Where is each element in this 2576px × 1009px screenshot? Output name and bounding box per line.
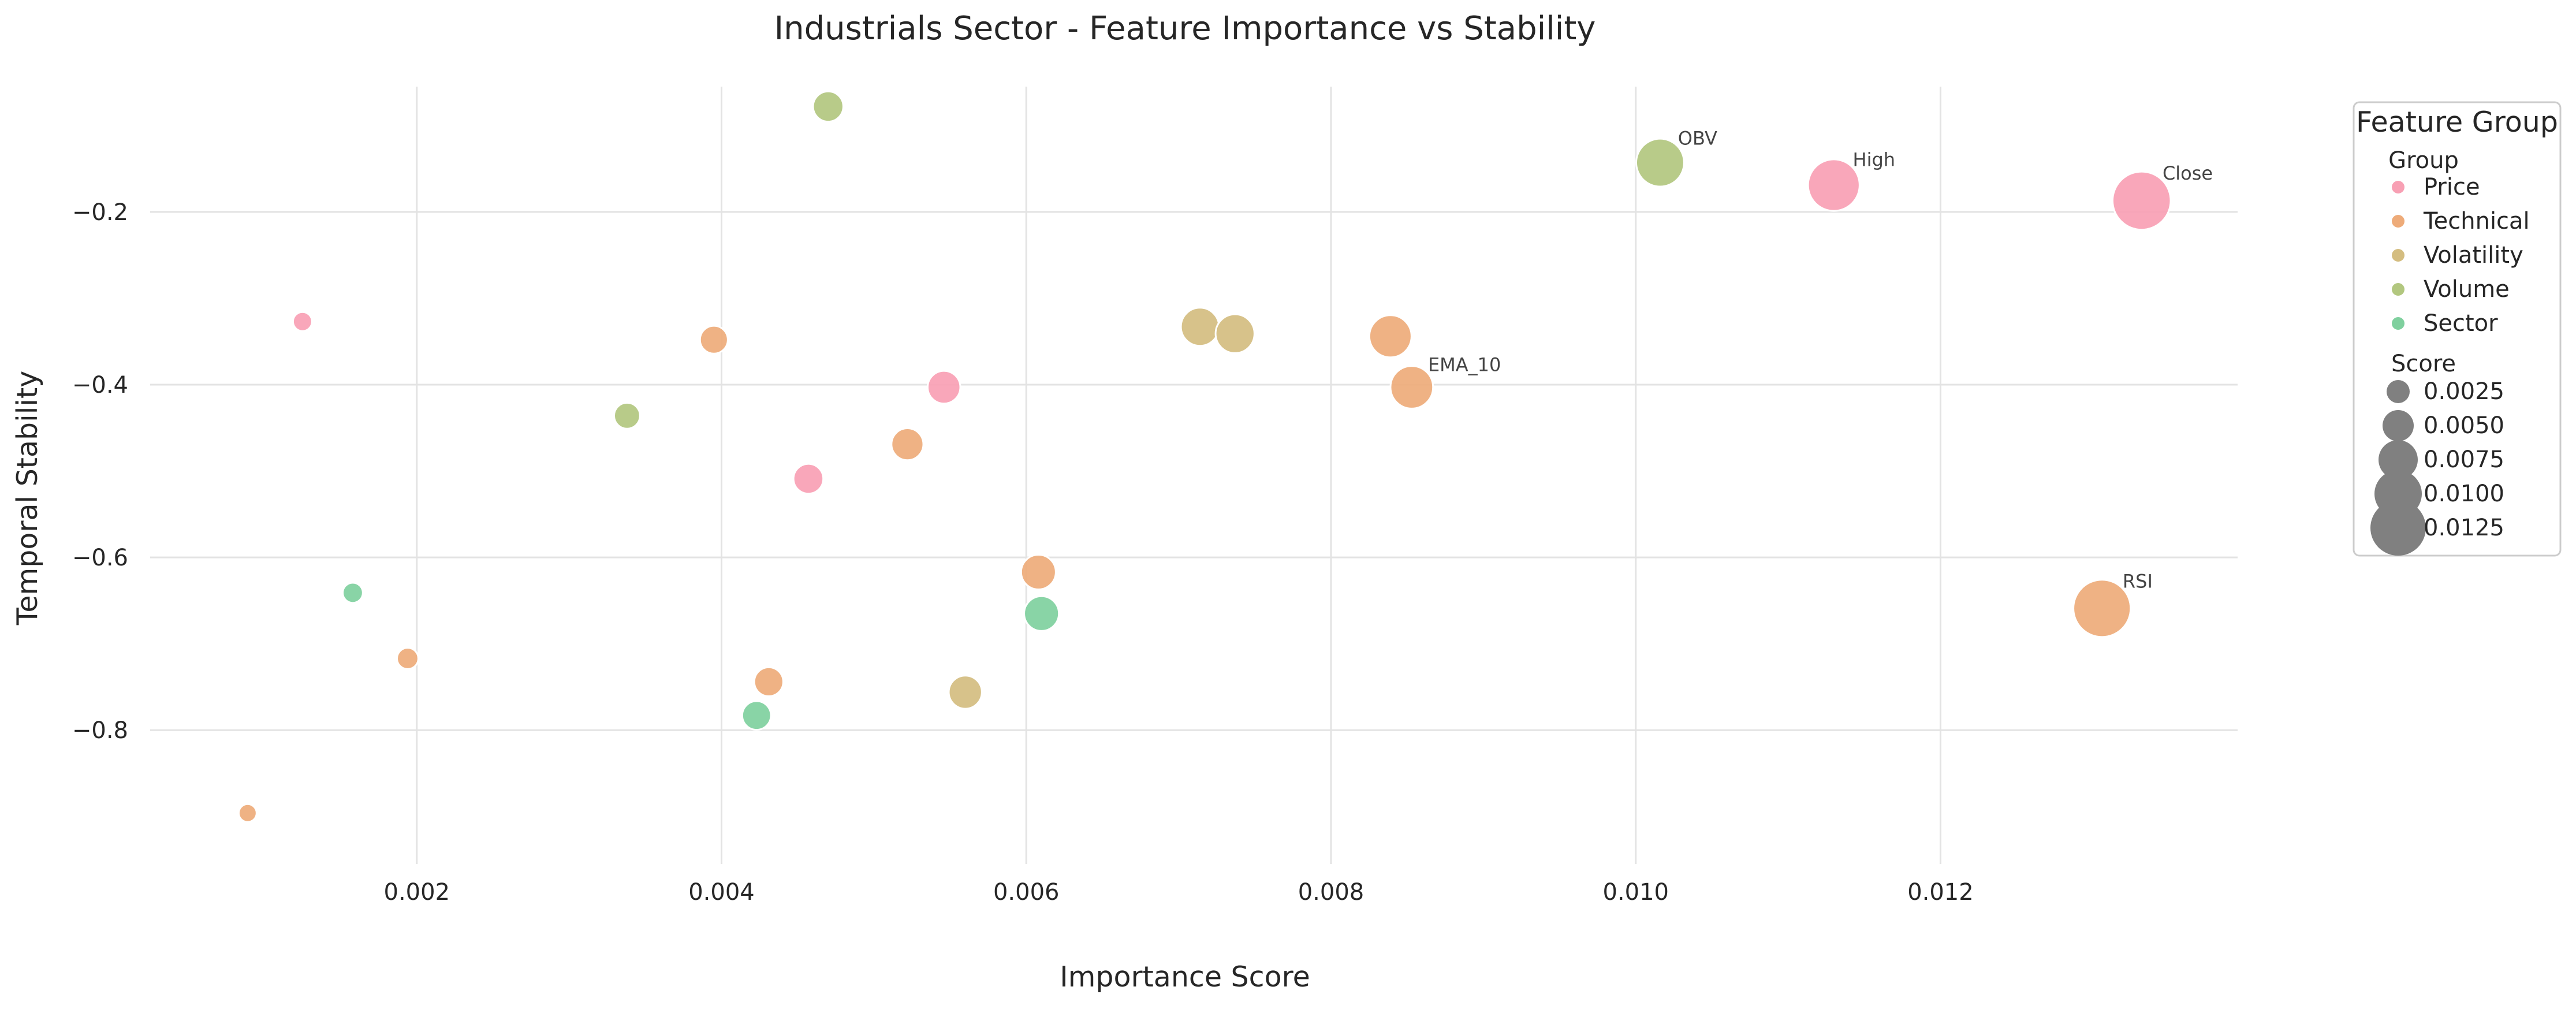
data-point-volatility — [948, 675, 983, 710]
legend-marker-volume — [2392, 283, 2404, 296]
data-point-volume — [812, 90, 844, 123]
data-point-volatility — [1180, 307, 1220, 347]
data-point-technical — [753, 666, 784, 698]
legend-label-volume: Volume — [2424, 276, 2510, 303]
legend-marker-volatility — [2392, 249, 2404, 262]
data-point-technical — [890, 427, 924, 461]
data-point-price — [792, 463, 825, 495]
annotation-ema-10: EMA_10 — [1428, 353, 1501, 375]
legend-size-label: 0.0075 — [2424, 446, 2504, 473]
data-point-technical — [1389, 365, 1434, 409]
data-point-volume — [1635, 137, 1685, 188]
x-tick-label: 0.008 — [1298, 879, 1365, 906]
annotation-rsi: RSI — [2123, 571, 2153, 593]
data-point-price — [1807, 158, 1861, 212]
data-point-technical — [396, 647, 419, 670]
x-tick-label: 0.012 — [1907, 879, 1974, 906]
legend-size-title: Score — [2391, 351, 2456, 377]
y-tick-label: −0.2 — [72, 199, 128, 226]
data-point-technical — [1020, 553, 1057, 591]
legend-marker-technical — [2392, 215, 2404, 228]
y-tick-label: −0.6 — [72, 545, 128, 571]
legend-size-label: 0.0125 — [2424, 515, 2504, 541]
legend-title: Feature Group — [2356, 106, 2558, 139]
data-point-sector — [741, 700, 772, 731]
y-axis-label: Temporal Stability — [11, 371, 44, 625]
axis-tick-labels: 0.002 0.004 0.006 0.008 0.010 0.012 −0.2 −0.4 −0… — [72, 199, 1974, 906]
data-point-price — [926, 370, 961, 405]
annotation-obv: OBV — [1678, 128, 1717, 150]
legend: Feature Group Group Price Technical Volati… — [2353, 101, 2562, 557]
data-point-technical — [237, 803, 258, 823]
x-axis-label: Importance Score — [1060, 960, 1310, 993]
legend-label-technical: Technical — [2423, 208, 2530, 234]
data-points — [237, 90, 2172, 823]
legend-size-marker — [2383, 410, 2414, 441]
point-annotations: High Close EMA_10 RSI OBV — [1428, 128, 2213, 593]
data-point-sector — [1023, 595, 1060, 632]
data-point-price — [2111, 170, 2172, 231]
legend-marker-price — [2392, 181, 2404, 193]
legend-size-marker — [2387, 380, 2410, 403]
data-point-technical — [699, 325, 729, 355]
legend-size-marker — [2370, 500, 2426, 556]
legend-size-label: 0.0025 — [2424, 378, 2504, 405]
data-point-technical — [1368, 314, 1412, 359]
legend-group-entries: Price Technical Volatility Volume Sector — [2392, 174, 2530, 337]
legend-label-volatility: Volatility — [2424, 242, 2523, 269]
legend-size-label: 0.0050 — [2424, 412, 2504, 439]
x-tick-label: 0.004 — [688, 879, 755, 906]
y-tick-label: −0.4 — [72, 372, 128, 399]
data-point-volume — [613, 401, 641, 430]
annotation-high: High — [1853, 149, 1896, 171]
legend-size-label: 0.0100 — [2424, 481, 2504, 507]
x-tick-label: 0.010 — [1602, 879, 1669, 906]
data-point-volatility — [1214, 313, 1255, 354]
legend-marker-sector — [2392, 317, 2404, 330]
data-point-technical — [2072, 579, 2132, 638]
legend-size-marker — [2379, 440, 2418, 479]
data-point-sector — [342, 582, 364, 604]
legend-hue-title: Group — [2388, 147, 2459, 174]
annotation-close: Close — [2163, 162, 2213, 184]
legend-size-entries: 0.0025 0.0050 0.0075 0.0100 0.0125 — [2370, 378, 2504, 556]
legend-label-price: Price — [2424, 174, 2480, 200]
x-tick-label: 0.002 — [384, 879, 450, 906]
legend-label-sector: Sector — [2424, 310, 2498, 337]
chart-title: Industrials Sector - Feature Importance … — [774, 10, 1596, 47]
data-point-price — [292, 311, 313, 332]
x-tick-label: 0.006 — [993, 879, 1060, 906]
grid-lines — [150, 87, 2238, 864]
y-tick-label: −0.8 — [72, 717, 128, 744]
